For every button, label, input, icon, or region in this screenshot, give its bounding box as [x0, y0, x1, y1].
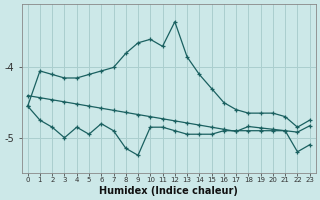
X-axis label: Humidex (Indice chaleur): Humidex (Indice chaleur): [99, 186, 238, 196]
